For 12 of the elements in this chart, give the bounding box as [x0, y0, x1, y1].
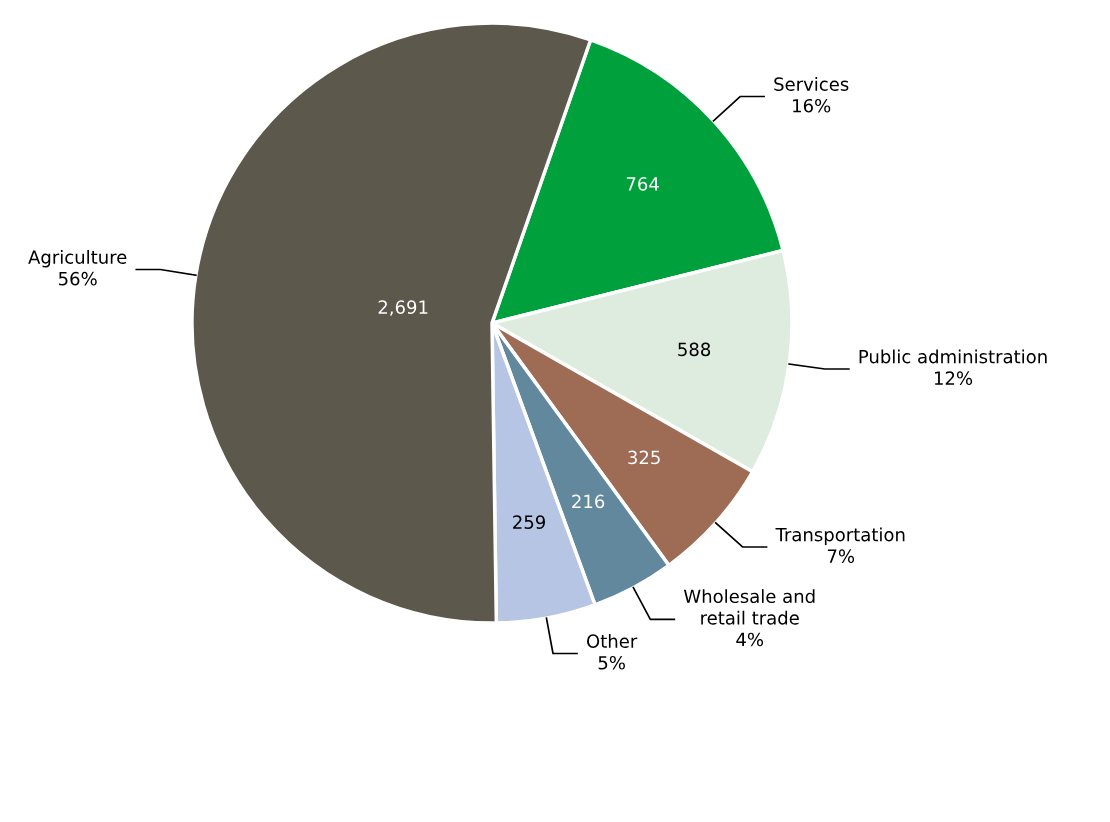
data-label: 764 [626, 177, 659, 191]
slice-label: Public administration 12% [859, 349, 1047, 385]
slice-label: Transportation 7% [775, 527, 905, 563]
data-label: 588 [678, 342, 711, 357]
data-label: 2,691 [378, 300, 428, 316]
slice-label: Services 16% [774, 76, 849, 113]
data-label: 259 [513, 515, 545, 529]
slice-label: Wholesale and retail trade 4% [683, 589, 815, 647]
data-label: 216 [572, 494, 605, 509]
data-label: 325 [628, 450, 660, 465]
slice-label: Agriculture 56% [28, 249, 127, 286]
slice-label: Other 5% [587, 633, 638, 670]
